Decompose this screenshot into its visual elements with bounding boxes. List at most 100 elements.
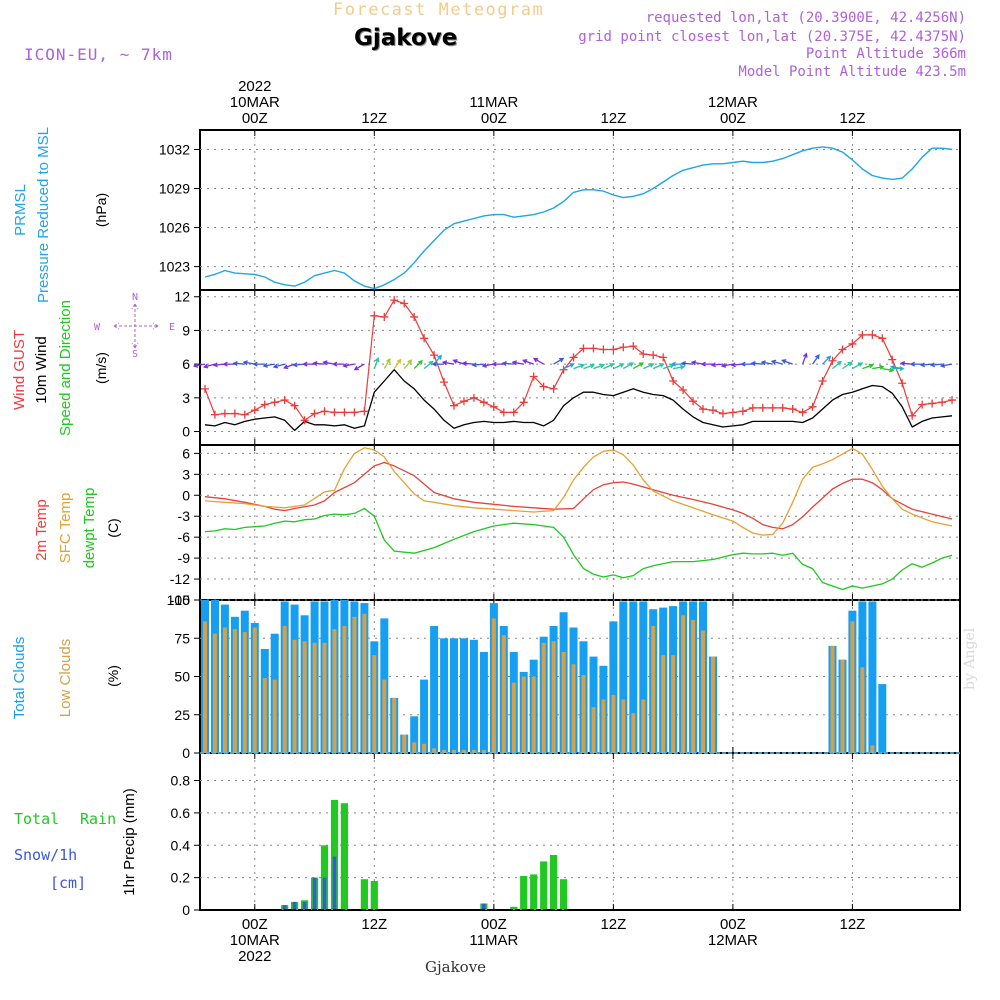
- rain-bar: [560, 879, 568, 910]
- low-cloud-bar: [212, 633, 217, 753]
- low-cloud-bar: [203, 621, 207, 753]
- time-label-bottom: 12Z: [600, 916, 626, 933]
- y-tick-label: 0.8: [171, 773, 191, 789]
- gust-marker: [579, 344, 588, 353]
- time-label-bottom: 11MAR: [469, 932, 518, 949]
- cloud-unit: (%): [105, 665, 121, 687]
- temp-sfc-line: [204, 447, 953, 536]
- wind-direction-arrow: [842, 361, 853, 370]
- low-cloud-bar: [651, 626, 656, 753]
- gust-marker: [230, 409, 239, 418]
- low-cloud-bar: [870, 745, 875, 753]
- wind-direction-arrow: [680, 361, 694, 366]
- total-cloud-bar: [878, 684, 887, 753]
- wind-ylabel-gust: Wind GUST: [11, 330, 28, 410]
- low-cloud-bar: [641, 699, 646, 753]
- low-cloud-bar: [511, 682, 516, 753]
- temp-ylabel-dewpt: dewpt Temp: [81, 488, 98, 569]
- gust-marker: [220, 409, 229, 418]
- wind-direction-arrow: [740, 361, 753, 367]
- wind-direction-arrow: [511, 360, 524, 366]
- wind-direction-arrow: [632, 362, 644, 370]
- precip-legend-cm: [cm]: [50, 874, 86, 892]
- gust-marker: [748, 403, 757, 412]
- wind-direction-arrow: [882, 367, 895, 373]
- gust-marker: [689, 397, 698, 406]
- location-title: Gjakove: [354, 25, 458, 51]
- low-cloud-bar: [242, 632, 247, 753]
- gust-marker: [400, 299, 409, 308]
- low-cloud-bar: [382, 679, 387, 753]
- total-cloud-bar: [430, 626, 439, 753]
- total-cloud-bar: [420, 679, 429, 753]
- y-tick-label: 1026: [159, 220, 190, 236]
- wind-direction-arrow: [781, 359, 793, 365]
- time-label-bottom: 00Z: [720, 916, 746, 933]
- low-cloud-bar: [840, 659, 845, 753]
- wind-direction-arrow: [563, 363, 575, 370]
- point-altitude: Point Altitude 366m: [805, 46, 966, 62]
- gust-marker: [708, 406, 717, 415]
- gust-marker: [878, 334, 887, 343]
- gust-marker: [270, 398, 279, 407]
- wind-direction-arrow: [603, 363, 615, 370]
- y-tick-label: 12: [174, 289, 190, 305]
- wind-direction-arrow: [202, 363, 216, 369]
- wind-direction-arrow: [553, 357, 565, 365]
- total-cloud-bar: [639, 601, 648, 753]
- gust-marker: [539, 382, 548, 391]
- wind-direction-arrow: [302, 361, 315, 367]
- precip-legend-rain: Rain: [80, 810, 116, 828]
- y-tick-label: -15: [170, 592, 190, 608]
- gust-marker: [659, 353, 668, 362]
- y-tick-label: 0.2: [171, 870, 191, 886]
- wind-direction-arrow: [431, 361, 444, 367]
- total-cloud-bar: [589, 656, 598, 753]
- low-cloud-bar: [501, 635, 506, 753]
- low-cloud-bar: [282, 626, 287, 753]
- wind-direction-arrow: [652, 363, 665, 370]
- y-tick-label: -3: [178, 508, 191, 524]
- cloud-ylabel-group: Total Clouds Low Clouds (%): [11, 637, 121, 720]
- low-cloud-bar: [412, 742, 417, 753]
- compass-s: S: [132, 349, 138, 360]
- gust-marker: [629, 342, 638, 351]
- y-tick-label: 9: [182, 322, 190, 338]
- precip-legend-snow: Snow/1h: [14, 846, 77, 864]
- y-tick-label: 0: [182, 424, 190, 440]
- wind-direction-arrow: [262, 362, 275, 368]
- wind-direction-arrow: [413, 359, 423, 370]
- snow-bar: [332, 856, 337, 910]
- wind-direction-arrow: [919, 362, 933, 368]
- gust-marker: [669, 376, 678, 385]
- low-cloud-bar: [621, 699, 626, 753]
- gust-marker: [599, 345, 608, 354]
- grid-point-coords: grid point closest lon,lat (20.375E, 42.…: [578, 29, 966, 45]
- wind-direction-arrow: [383, 357, 391, 369]
- gust-marker: [390, 296, 399, 305]
- low-cloud-bar: [352, 616, 357, 753]
- precip-legend-total: Total: [14, 810, 59, 828]
- gust-marker: [210, 410, 219, 419]
- total-cloud-bar: [440, 638, 449, 754]
- wind-direction-arrow: [862, 363, 874, 370]
- low-cloud-bar: [701, 630, 705, 753]
- gust-marker: [350, 408, 359, 417]
- temp-ylabel-sfc: SFC Temp: [57, 493, 74, 564]
- low-cloud-bar: [681, 615, 686, 753]
- gust-marker: [449, 401, 458, 410]
- time-label-top: 12Z: [600, 110, 626, 127]
- low-cloud-bar: [471, 749, 476, 753]
- time-label-top: 00Z: [242, 110, 268, 127]
- low-cloud-bar: [222, 627, 227, 753]
- low-cloud-bar: [860, 667, 865, 753]
- gust-marker: [868, 330, 877, 339]
- gust-marker: [360, 407, 369, 416]
- wind-direction-arrow: [373, 357, 380, 369]
- wind-direction-arrow: [471, 362, 484, 368]
- gust-marker: [420, 334, 429, 343]
- pressure-unit: (hPa): [93, 193, 109, 227]
- temp-ylabel-2m: 2m Temp: [33, 499, 50, 560]
- time-label-bottom: 12Z: [361, 916, 387, 933]
- gust-marker: [898, 379, 907, 388]
